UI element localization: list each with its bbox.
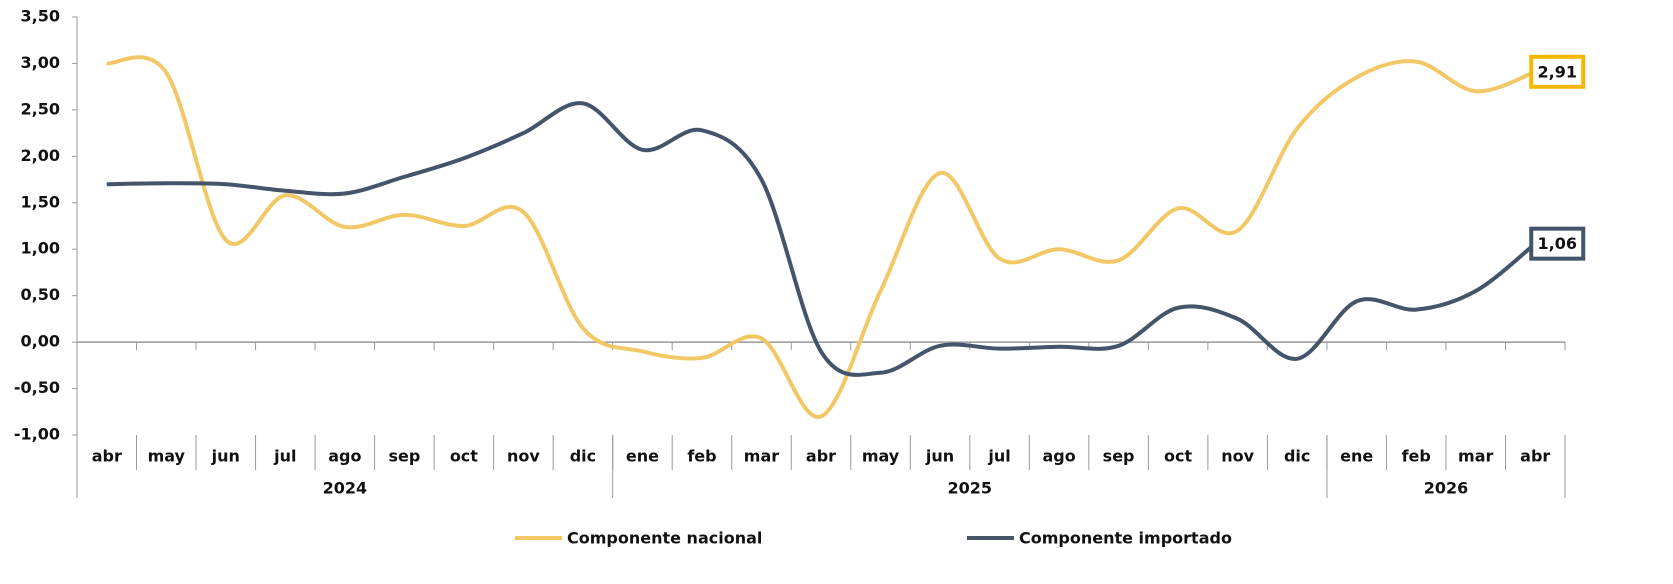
x-tick-label: mar (1458, 447, 1493, 466)
x-tick-label: mar (744, 447, 779, 466)
x-tick-label: oct (1164, 447, 1192, 466)
x-tick-label: nov (1221, 447, 1254, 466)
x-tick-label: sep (1103, 447, 1135, 466)
x-tick-label: ago (328, 447, 361, 466)
x-tick-label: ene (1340, 447, 1373, 466)
y-tick-label: 0,00 (21, 332, 60, 351)
y-tick-label: 1,00 (21, 239, 60, 258)
series-line (106, 101, 1537, 377)
x-group-label: 2024 (323, 479, 368, 498)
value-label-box (1529, 54, 1586, 89)
x-tick-label: ago (1042, 447, 1075, 466)
y-tick-label: 2,00 (21, 146, 60, 165)
x-tick-label: may (862, 447, 900, 466)
x-tick-label: jun (925, 447, 954, 466)
x-tick-label: abr (806, 447, 836, 466)
value-label-box (1529, 226, 1586, 261)
y-tick-label: 2,50 (21, 99, 60, 118)
x-group-label: 2025 (948, 479, 993, 498)
series-line (106, 55, 1536, 419)
legend-label: Componente nacional (567, 529, 762, 548)
x-tick-label: jun (211, 447, 240, 466)
x-tick-label: oct (450, 447, 478, 466)
y-tick-label: -0,50 (14, 378, 60, 397)
x-tick-label: sep (388, 447, 420, 466)
y-tick-label: 3,00 (21, 53, 60, 72)
x-tick-label: jul (987, 447, 1010, 466)
y-tick-label: 0,50 (21, 285, 60, 304)
y-tick-label: -1,00 (14, 425, 60, 444)
value-label: 1,06 (1537, 234, 1576, 253)
x-tick-label: dic (570, 447, 596, 466)
x-tick-label: abr (92, 447, 122, 466)
x-tick-label: ene (626, 447, 659, 466)
x-group-label: 2026 (1424, 479, 1469, 498)
y-tick-label: 1,50 (21, 192, 60, 211)
legend-label: Componente importado (1019, 529, 1232, 548)
value-label: 2,91 (1537, 62, 1576, 81)
x-tick-label: abr (1520, 447, 1550, 466)
x-tick-label: jul (273, 447, 296, 466)
x-tick-label: feb (1402, 447, 1431, 466)
x-tick-label: dic (1284, 447, 1310, 466)
y-tick-label: 3,50 (21, 7, 60, 26)
x-tick-label: feb (687, 447, 716, 466)
x-tick-label: nov (507, 447, 540, 466)
x-tick-label: may (148, 447, 186, 466)
